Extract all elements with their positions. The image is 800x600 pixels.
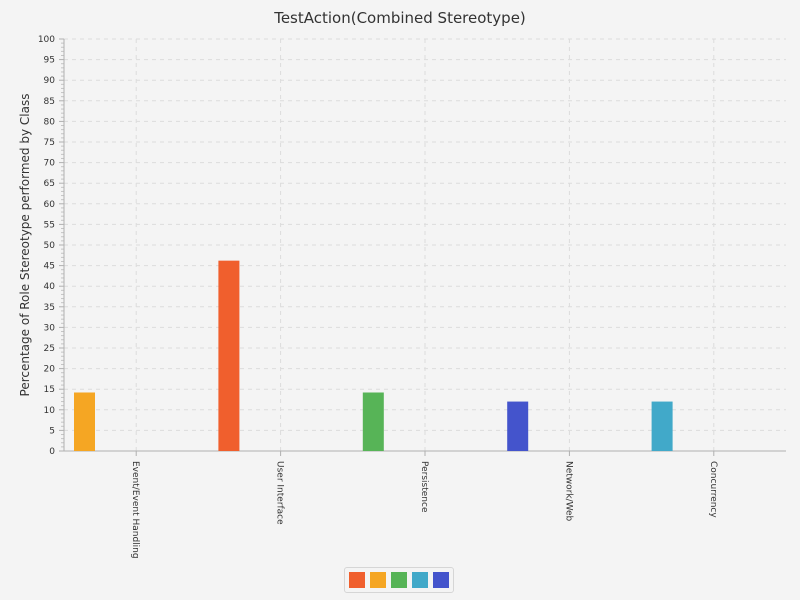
x-tick-label: Network/Web [563,461,573,522]
y-tick-label: 90 [44,76,56,86]
y-tick-labels: 0 5 10 15 20 25 30 35 40 45 50 55 60 65 70 75 80 85 90 95 10… [38,35,55,457]
y-tick-label: 75 [44,138,55,148]
y-tick-label: 80 [44,117,56,127]
x-tick-label: Event/Event Handling [130,461,140,559]
axes [59,38,786,456]
bar [651,401,673,451]
bar [218,260,240,451]
y-tick-label: 60 [44,200,56,210]
y-tick-label: 55 [44,220,55,230]
legend-swatch [433,572,449,588]
legend-swatch [349,572,365,588]
legend-swatch [391,572,407,588]
y-tick-label: 30 [44,323,56,333]
bars [74,260,673,451]
y-tick-label: 15 [44,385,55,395]
x-tick-label: Persistence [419,461,429,513]
y-tick-label: 95 [44,56,55,66]
legend-swatch [412,572,428,588]
y-tick-label: 20 [44,365,56,375]
y-tick-label: 45 [44,262,55,272]
y-tick-label: 25 [44,344,55,354]
y-tick-label: 40 [44,282,56,292]
y-tick-label: 0 [49,447,55,457]
y-tick-label: 100 [38,35,55,45]
y-tick-label: 85 [44,97,55,107]
y-tick-label: 70 [44,159,56,169]
x-tick-labels: Event/Event Handling User Interface Persis… [130,461,718,559]
y-tick-label: 10 [44,406,56,416]
chart-title: TestAction(Combined Stereotype) [273,9,526,27]
y-tick-label: 5 [49,426,55,436]
y-axis-label: Percentage of Role Stereotype performed … [18,94,32,397]
bar [507,401,529,451]
y-tick-label: 65 [44,179,55,189]
y-tick-label: 35 [44,303,55,313]
bar [362,392,384,451]
bar [74,392,95,451]
y-tick-label: 50 [44,241,56,251]
legend-swatch [370,572,386,588]
x-tick-label: User Interface [275,461,285,525]
x-tick-label: Concurrency [708,461,718,518]
legend [344,567,454,593]
grid-lines [64,38,786,451]
